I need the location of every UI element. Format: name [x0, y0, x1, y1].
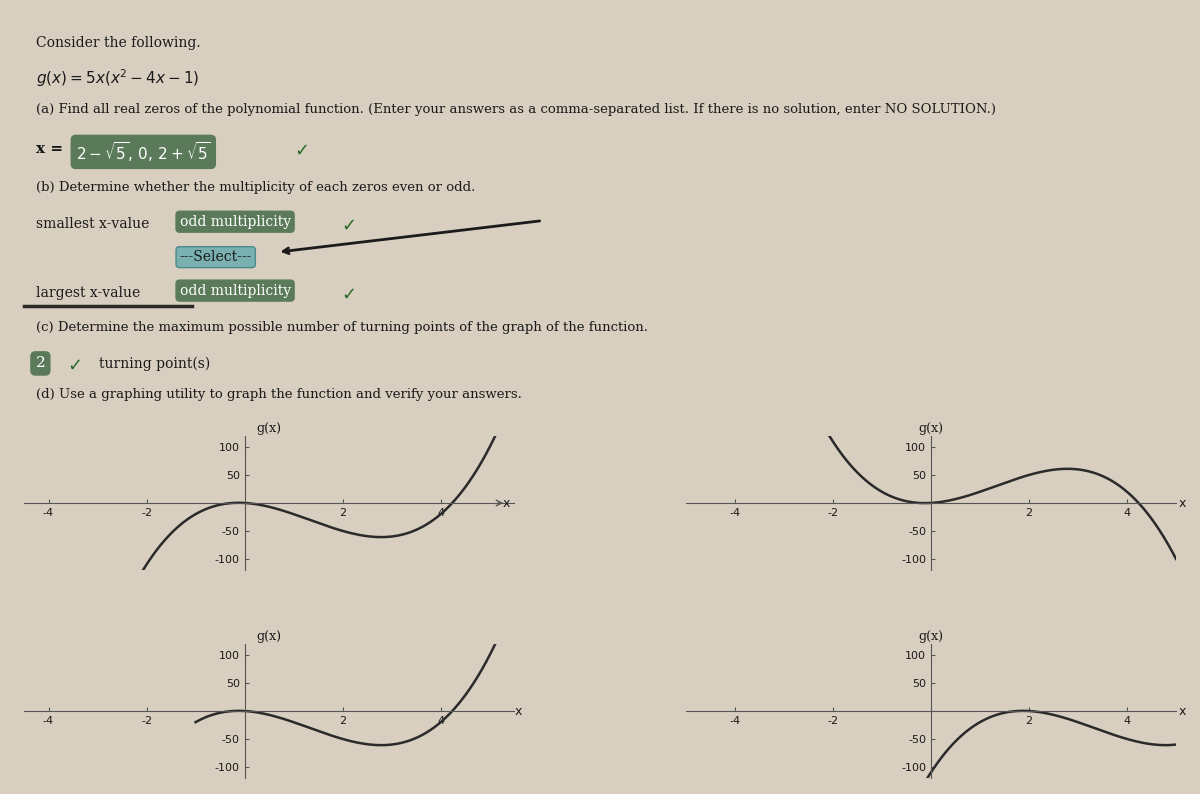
Text: x: x	[515, 706, 522, 719]
Text: turning point(s): turning point(s)	[98, 357, 210, 371]
Text: $g(x) = 5x(x^2 - 4x - 1)$: $g(x) = 5x(x^2 - 4x - 1)$	[36, 67, 199, 89]
Text: odd multiplicity: odd multiplicity	[180, 283, 290, 298]
Title: g(x): g(x)	[257, 630, 282, 642]
Text: ✓: ✓	[295, 142, 310, 160]
Text: ✓: ✓	[67, 357, 83, 375]
Text: x: x	[1178, 497, 1186, 511]
Text: Consider the following.: Consider the following.	[36, 36, 200, 50]
Text: ✓: ✓	[341, 217, 356, 235]
Text: ---Select---: ---Select---	[180, 250, 252, 264]
Text: smallest x-value: smallest x-value	[36, 217, 149, 231]
Text: (c) Determine the maximum possible number of turning points of the graph of the : (c) Determine the maximum possible numbe…	[36, 321, 648, 334]
Text: x: x	[503, 497, 510, 511]
Text: x: x	[1178, 706, 1186, 719]
Text: (a) Find all real zeros of the polynomial function. (Enter your answers as a com: (a) Find all real zeros of the polynomia…	[36, 102, 996, 116]
Text: 2: 2	[36, 357, 46, 371]
Title: g(x): g(x)	[918, 422, 943, 434]
Text: largest x-value: largest x-value	[36, 286, 139, 299]
Text: (d) Use a graphing utility to graph the function and verify your answers.: (d) Use a graphing utility to graph the …	[36, 388, 521, 401]
Text: odd multiplicity: odd multiplicity	[180, 214, 290, 229]
Text: $2 - \sqrt{5},\, 0,\, 2 + \sqrt{5}$: $2 - \sqrt{5},\, 0,\, 2 + \sqrt{5}$	[76, 140, 211, 164]
Text: x =: x =	[36, 142, 68, 156]
Title: g(x): g(x)	[918, 630, 943, 642]
Text: (b) Determine whether the multiplicity of each zeros even or odd.: (b) Determine whether the multiplicity o…	[36, 181, 475, 195]
Text: ✓: ✓	[341, 286, 356, 303]
Title: g(x): g(x)	[257, 422, 282, 434]
